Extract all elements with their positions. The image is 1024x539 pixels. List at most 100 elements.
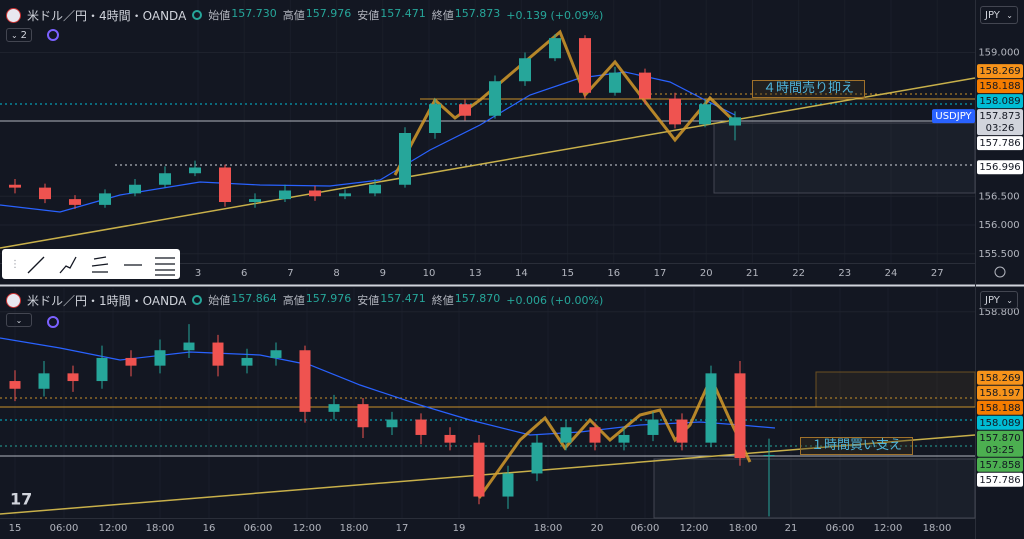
price-badge-label: 158.188: [979, 81, 1020, 92]
time-tick-label: 6: [241, 268, 247, 279]
candle-body: [705, 373, 717, 443]
price-badge: [977, 64, 1023, 79]
candle-body: [309, 190, 321, 197]
price-badge-label: 157.858: [979, 460, 1020, 471]
interval-selector[interactable]: ⌄ 2: [6, 28, 32, 42]
price-badge: [977, 370, 1023, 385]
time-tick-label: 12:00: [99, 523, 128, 534]
chart-header: 米ドル／円・4時間・OANDA 始値 157.730 高値 157.976 安値 157.4…: [6, 6, 603, 24]
candle-body: [328, 404, 340, 412]
candle-body: [415, 419, 427, 435]
price-tick-label: 156.500: [978, 191, 1019, 202]
price-badge: [977, 160, 1023, 175]
tool-icon[interactable]: [59, 256, 77, 274]
candle-body: [386, 419, 398, 428]
annotation: １時間買い支え: [800, 437, 914, 455]
drawing-toolbar[interactable]: [2, 249, 180, 279]
time-tick-label: 15: [561, 268, 574, 279]
price-badge: [977, 94, 1023, 109]
time-tick-label: 12:00: [874, 523, 903, 534]
price-badge: [977, 109, 1023, 136]
moving-average: [0, 71, 736, 213]
price-badge: [977, 472, 1023, 487]
quote-item: 高値 157.976: [283, 292, 352, 308]
toolbar-handle: ⋮: [10, 259, 20, 270]
currency-selector[interactable]: JPY ⌄: [980, 6, 1018, 24]
quote-value: 157.976: [305, 292, 352, 305]
chevron: ⌄: [10, 30, 18, 40]
candle-body: [519, 58, 531, 82]
symbol-title: 米ドル／円・1時間・OANDA: [27, 293, 187, 308]
candle-body: [39, 187, 51, 200]
time-tick-label: 13: [469, 268, 482, 279]
quote-label: 安値: [357, 294, 380, 307]
quote-value: 157.976: [305, 7, 352, 20]
tool-icon[interactable]: [155, 257, 175, 276]
quote-item: 安値 157.471: [357, 292, 426, 308]
time-tick-label: 06:00: [244, 523, 273, 534]
symbol-tag-label: USDJPY: [935, 111, 972, 122]
time-tick-label: 27: [931, 268, 944, 279]
candle-body: [159, 173, 171, 185]
candle-body: [339, 193, 351, 197]
price-badge: [977, 457, 1023, 472]
interval-selector[interactable]: ⌄: [6, 313, 32, 327]
candle-body: [279, 190, 291, 200]
candle-body: [429, 104, 441, 133]
price-tick-label: 155.500: [978, 249, 1019, 260]
time-tick-label: 22: [792, 268, 805, 279]
candle-body: [129, 184, 141, 194]
candle-body: [473, 442, 485, 497]
settings-icon[interactable]: [994, 266, 1006, 278]
time-tick-label: 14: [515, 268, 528, 279]
quote-value: 157.864: [231, 292, 277, 305]
candle-body: [549, 38, 561, 59]
indicator-icon[interactable]: [47, 316, 59, 328]
candle-body: [399, 133, 411, 185]
price-badge: [977, 385, 1023, 400]
candle-body: [444, 434, 456, 443]
indicator-icon[interactable]: [47, 29, 59, 41]
candle-body: [38, 373, 50, 389]
time-tick-label: 18:00: [534, 523, 563, 534]
symbol-title: 米ドル／円・4時間・OANDA: [27, 8, 187, 23]
currency-selector[interactable]: JPY ⌄: [980, 291, 1018, 309]
candle-body: [531, 442, 543, 474]
price-badge: [977, 415, 1023, 430]
quote-value: 157.471: [380, 292, 426, 305]
quote-item: 始値 157.864: [208, 292, 277, 308]
time-tick-label: 17: [654, 268, 667, 279]
candle-body: [579, 38, 591, 93]
candle-body: [212, 342, 224, 366]
price-countdown: 03:25: [986, 445, 1015, 456]
candle-body: [763, 454, 775, 456]
candle-body: [219, 167, 231, 202]
price-badge-label: 156.996: [979, 162, 1020, 173]
symbol-flag: [6, 7, 21, 23]
price-badge-label: 157.786: [979, 475, 1020, 486]
quote-value: 157.471: [380, 7, 426, 20]
time-tick-label: 18:00: [729, 523, 758, 534]
tool-icon[interactable]: [91, 256, 109, 273]
quote-item: 終値 157.870: [432, 292, 501, 308]
quote-label: 終値: [431, 294, 454, 307]
tool-icon[interactable]: [27, 256, 45, 274]
quote-item: 高値 157.976: [283, 7, 352, 23]
status-dot: [192, 10, 203, 20]
quote-change: +0.006 (+0.00%): [506, 293, 604, 307]
candle-body: [589, 427, 601, 443]
candle-body: [369, 184, 381, 194]
candle-body: [734, 373, 746, 459]
time-tick-label: 06:00: [631, 523, 660, 534]
time-tick-label: 06:00: [826, 523, 855, 534]
price-badge-label: 158.269: [979, 373, 1020, 384]
price-badge-label: 158.089: [979, 418, 1020, 429]
candle-body: [459, 104, 471, 116]
price-badge-label: 158.269: [979, 66, 1020, 77]
candle-body: [729, 117, 741, 126]
price-badge-label: 157.786: [979, 138, 1020, 149]
quote-label: 安値: [357, 9, 380, 22]
candle-body: [299, 350, 311, 412]
price-badge: [977, 79, 1023, 94]
